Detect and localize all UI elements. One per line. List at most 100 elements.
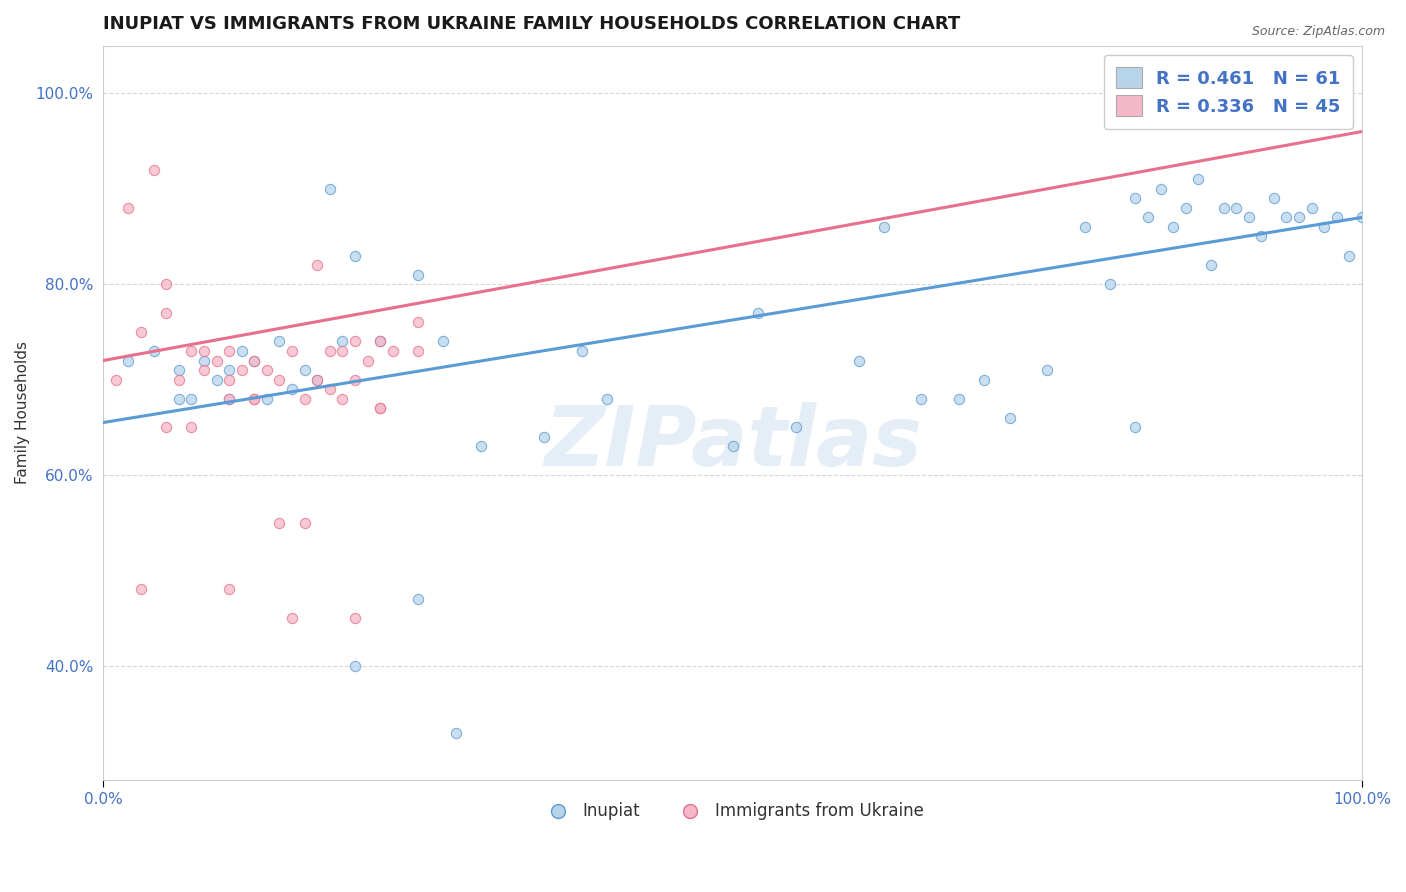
Point <box>167 363 190 377</box>
Point <box>406 592 429 607</box>
Point <box>344 373 367 387</box>
Point <box>1161 219 1184 234</box>
Point <box>167 392 190 406</box>
Point <box>873 219 896 234</box>
Point <box>294 363 316 377</box>
Y-axis label: Family Households: Family Households <box>15 342 30 484</box>
Point <box>1187 172 1209 186</box>
Legend: Inupiat, Immigrants from Ukraine: Inupiat, Immigrants from Ukraine <box>534 796 931 827</box>
Point <box>281 382 304 396</box>
Point <box>269 334 291 349</box>
Point <box>356 353 378 368</box>
Point <box>218 392 240 406</box>
Point <box>332 392 354 406</box>
Point <box>117 201 139 215</box>
Point <box>129 325 152 339</box>
Point <box>344 334 367 349</box>
Point <box>1313 219 1336 234</box>
Point <box>406 343 429 358</box>
Point <box>332 343 354 358</box>
Point <box>180 392 202 406</box>
Point <box>231 363 253 377</box>
Point <box>243 353 266 368</box>
Point <box>218 392 240 406</box>
Point <box>243 353 266 368</box>
Point <box>180 420 202 434</box>
Point <box>104 373 127 387</box>
Point <box>1351 211 1374 225</box>
Point <box>368 334 391 349</box>
Point <box>307 373 329 387</box>
Point <box>406 315 429 329</box>
Point <box>1275 211 1298 225</box>
Point <box>167 373 190 387</box>
Point <box>344 611 367 625</box>
Point <box>785 420 807 434</box>
Point <box>470 439 492 453</box>
Point <box>432 334 454 349</box>
Point <box>193 363 215 377</box>
Point <box>1263 191 1285 205</box>
Point <box>269 373 291 387</box>
Point <box>596 392 619 406</box>
Point <box>1250 229 1272 244</box>
Point <box>218 373 240 387</box>
Text: INUPIAT VS IMMIGRANTS FROM UKRAINE FAMILY HOUSEHOLDS CORRELATION CHART: INUPIAT VS IMMIGRANTS FROM UKRAINE FAMIL… <box>103 15 960 33</box>
Point <box>1074 219 1097 234</box>
Point <box>1237 211 1260 225</box>
Point <box>243 392 266 406</box>
Point <box>142 162 165 177</box>
Point <box>155 420 177 434</box>
Point <box>747 306 769 320</box>
Point <box>1125 420 1147 434</box>
Point <box>307 258 329 272</box>
Point <box>180 343 202 358</box>
Point <box>281 343 304 358</box>
Point <box>1137 211 1160 225</box>
Point <box>269 516 291 530</box>
Point <box>444 725 467 739</box>
Point <box>281 611 304 625</box>
Point <box>1174 201 1197 215</box>
Point <box>1036 363 1059 377</box>
Point <box>129 582 152 597</box>
Point <box>319 382 342 396</box>
Point <box>368 334 391 349</box>
Point <box>998 410 1021 425</box>
Point <box>319 343 342 358</box>
Point <box>1326 211 1348 225</box>
Point <box>142 343 165 358</box>
Point <box>193 353 215 368</box>
Point <box>256 363 278 377</box>
Point <box>294 392 316 406</box>
Point <box>406 268 429 282</box>
Point <box>205 373 228 387</box>
Point <box>721 439 744 453</box>
Point <box>231 343 253 358</box>
Point <box>973 373 995 387</box>
Point <box>368 401 391 416</box>
Point <box>910 392 932 406</box>
Point <box>1301 201 1323 215</box>
Point <box>571 343 593 358</box>
Point <box>1099 277 1122 292</box>
Point <box>1149 182 1171 196</box>
Point <box>533 430 555 444</box>
Point <box>1288 211 1310 225</box>
Point <box>381 343 404 358</box>
Point <box>256 392 278 406</box>
Point <box>344 658 367 673</box>
Point <box>848 353 870 368</box>
Point <box>332 334 354 349</box>
Point <box>319 182 342 196</box>
Point <box>243 392 266 406</box>
Point <box>218 363 240 377</box>
Point <box>344 249 367 263</box>
Point <box>1339 249 1361 263</box>
Point <box>1125 191 1147 205</box>
Point <box>307 373 329 387</box>
Point <box>948 392 970 406</box>
Text: Source: ZipAtlas.com: Source: ZipAtlas.com <box>1251 25 1385 38</box>
Point <box>155 306 177 320</box>
Point <box>1225 201 1247 215</box>
